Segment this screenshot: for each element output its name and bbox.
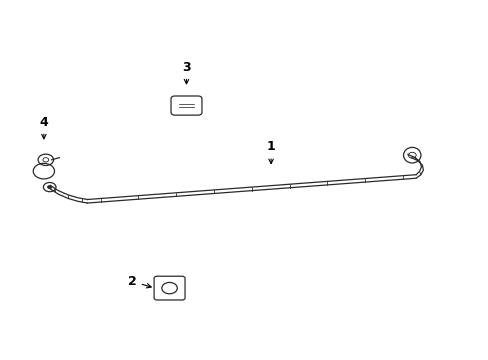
Text: 1: 1	[266, 140, 275, 163]
Text: 4: 4	[40, 116, 48, 139]
Text: 3: 3	[182, 61, 190, 84]
Text: 2: 2	[128, 275, 151, 288]
Circle shape	[47, 185, 52, 189]
